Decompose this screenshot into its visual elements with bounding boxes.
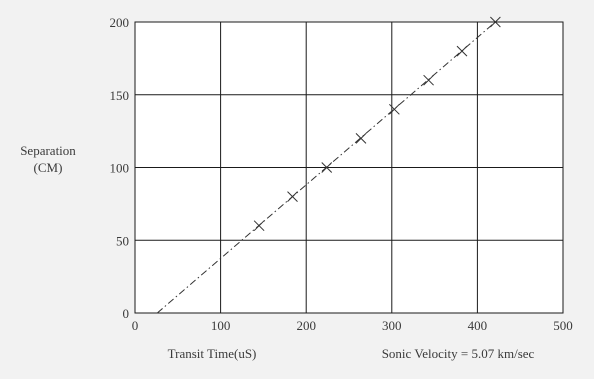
tick-labels: 0 100 200 300 400 500 0 50 100 150 200 <box>110 15 573 333</box>
marker-stroke <box>490 16 501 28</box>
x-tick-label: 0 <box>132 318 139 333</box>
grid <box>135 22 563 313</box>
data-point <box>287 191 298 202</box>
marker-stroke <box>253 220 265 232</box>
y-axis-label-line-2: (CM) <box>34 160 63 175</box>
data-point <box>321 162 333 173</box>
data-point <box>253 220 265 232</box>
marker-stroke <box>423 74 434 86</box>
x-tick-label: 100 <box>211 318 231 333</box>
sonic-velocity-annotation: Sonic Velocity = 5.07 km/sec <box>382 346 535 361</box>
x-tick-label: 200 <box>296 318 316 333</box>
marker-stroke <box>321 162 333 173</box>
x-tick-label: 500 <box>553 318 573 333</box>
x-tick-label: 300 <box>382 318 402 333</box>
x-axis-label: Transit Time(uS) <box>168 346 257 361</box>
y-axis-label-line-1: Separation <box>20 143 76 158</box>
y-tick-label: 100 <box>110 161 130 176</box>
marker-stroke <box>287 191 298 202</box>
data-point <box>456 45 468 57</box>
y-tick-label: 150 <box>110 88 130 103</box>
data-point <box>355 133 367 144</box>
marker-stroke <box>355 133 367 144</box>
marker-stroke <box>389 103 400 115</box>
y-tick-label: 0 <box>123 306 130 321</box>
marker-stroke <box>456 45 468 57</box>
x-tick-label: 400 <box>468 318 488 333</box>
data-point <box>423 74 434 86</box>
data-point <box>490 16 501 28</box>
data-point <box>389 103 400 115</box>
data-points <box>253 16 501 232</box>
y-tick-label: 50 <box>116 233 129 248</box>
y-tick-label: 200 <box>110 15 130 30</box>
